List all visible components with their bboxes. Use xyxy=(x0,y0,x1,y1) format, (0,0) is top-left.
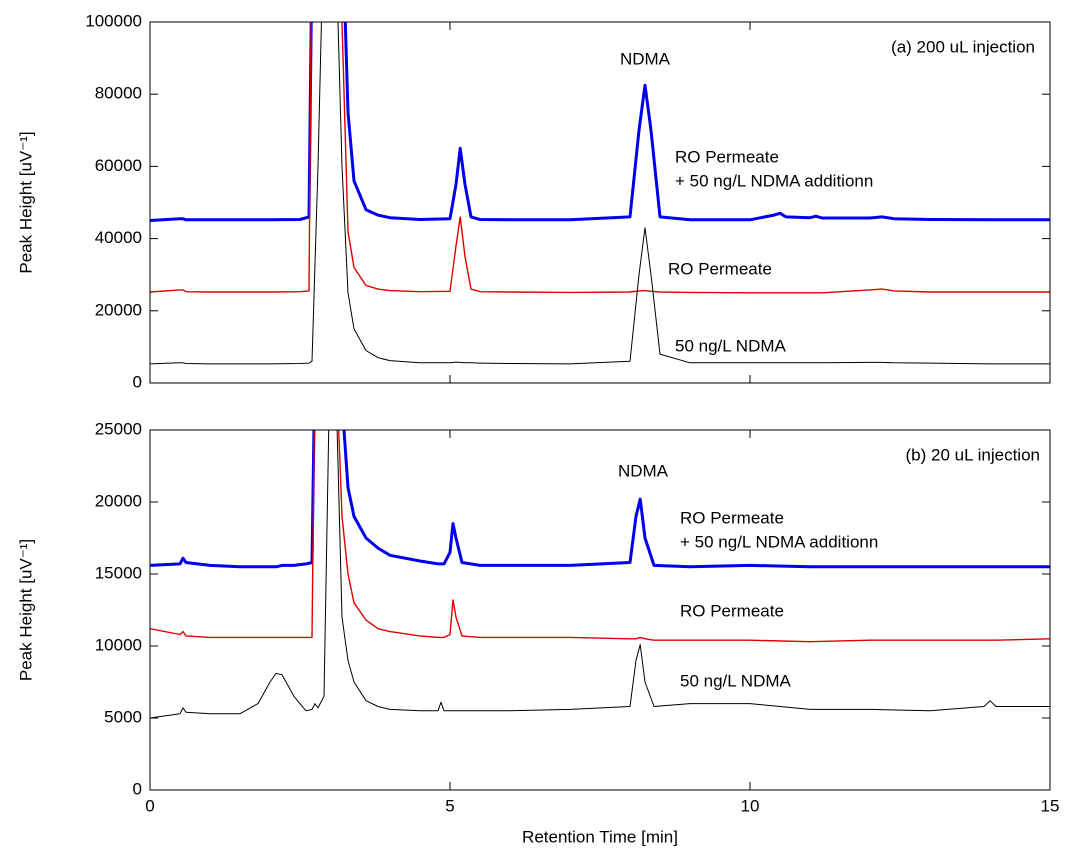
y-axis-title: Peak Height [uV⁻¹] xyxy=(16,539,35,681)
panel-label: (a) 200 uL injection xyxy=(891,37,1035,56)
y-tick-label: 15000 xyxy=(95,563,142,582)
data-line xyxy=(150,430,1050,569)
x-axis-title: Retention Time [min] xyxy=(522,827,678,846)
y-tick-label: 20000 xyxy=(95,300,142,319)
series-label: RO Permeate xyxy=(680,508,784,527)
y-tick-label: 0 xyxy=(133,779,142,798)
y-tick-label: 0 xyxy=(133,372,142,391)
series-label: 50 ng/L NDMA xyxy=(680,671,792,690)
annotation: NDMA xyxy=(620,49,671,68)
plot-area xyxy=(150,430,1050,719)
annotation: NDMA xyxy=(618,461,669,480)
data-line xyxy=(150,22,1050,294)
data-line xyxy=(150,22,1050,222)
data-line xyxy=(150,430,1050,643)
plot-area xyxy=(150,22,1050,365)
y-tick-label: 5000 xyxy=(104,707,142,726)
x-tick-label: 5 xyxy=(445,796,454,815)
x-tick-label: 15 xyxy=(1041,796,1060,815)
series-label: RO Permeate xyxy=(668,259,772,278)
series-label: RO Permeate xyxy=(680,601,784,620)
data-line xyxy=(150,430,1050,719)
panel-label: (b) 20 uL injection xyxy=(905,445,1040,464)
plot-frame xyxy=(149,429,1051,791)
y-tick-label: 20000 xyxy=(95,491,142,510)
series-label: RO Permeate xyxy=(675,147,779,166)
series-label: 50 ng/L NDMA xyxy=(675,336,787,355)
plot-frame xyxy=(149,21,1051,384)
x-tick-label: 0 xyxy=(145,796,154,815)
y-tick-label: 40000 xyxy=(95,228,142,247)
x-tick-label: 10 xyxy=(741,796,760,815)
y-tick-label: 80000 xyxy=(95,84,142,103)
y-tick-label: 10000 xyxy=(95,635,142,654)
y-axis-title: Peak Height [uV⁻¹] xyxy=(16,131,35,273)
y-tick-label: 60000 xyxy=(95,156,142,175)
y-tick-label: 25000 xyxy=(95,419,142,438)
y-tick-label: 100000 xyxy=(85,11,142,30)
series-label: + 50 ng/L NDMA additionn xyxy=(680,532,878,551)
series-label: + 50 ng/L NDMA additionn xyxy=(675,171,873,190)
data-line xyxy=(150,22,1050,365)
